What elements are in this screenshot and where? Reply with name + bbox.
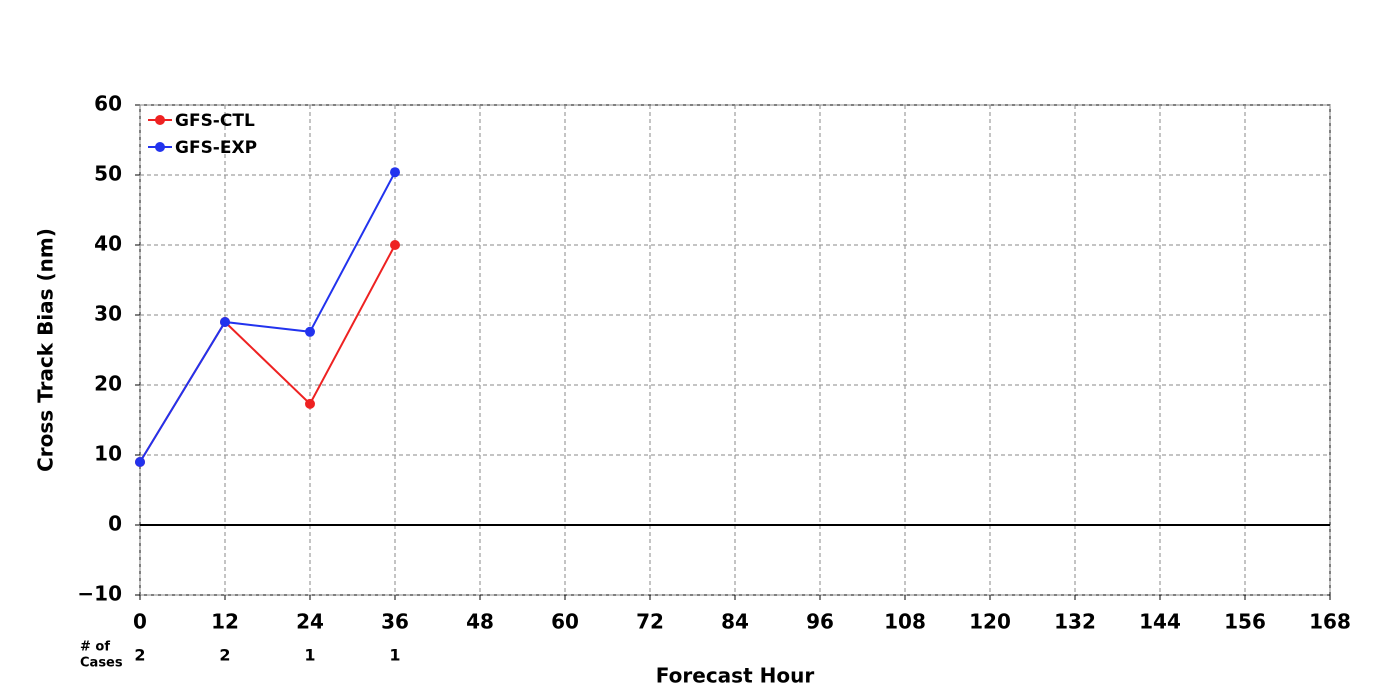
y-tick-label: 40 [94,232,122,256]
y-tick-label: 50 [94,162,122,186]
series-point [390,167,400,178]
y-tick-label: 60 [94,92,122,116]
x-tick-label: 144 [1139,610,1181,634]
case-count: 1 [389,646,400,665]
x-tick-label: 168 [1309,610,1351,634]
series-point [135,457,145,467]
x-tick-label: 108 [884,610,926,634]
x-tick-label: 12 [211,610,239,634]
x-tick-label: 0 [133,610,147,634]
series-point [220,317,230,327]
legend-marker [155,142,165,152]
y-axis-label: Cross Track Bias (nm) [34,228,58,472]
x-tick-label: 48 [466,610,494,634]
y-tick-label: 30 [94,302,122,326]
legend-marker [155,115,165,125]
x-tick-label: 60 [551,610,579,634]
case-count: 2 [219,646,230,665]
x-tick-label: 84 [721,610,749,634]
x-tick-label: 72 [636,610,664,634]
x-tick-label: 24 [296,610,324,634]
case-count: 1 [304,646,315,665]
cases-label: Cases [80,656,123,671]
y-tick-label: 0 [108,512,122,536]
series-line [139,171,396,463]
legend-label: GFS-CTL [175,111,255,131]
legend-label: GFS-EXP [175,138,257,158]
x-tick-label: 156 [1224,610,1266,634]
cases-label: # of [80,640,110,655]
x-tick-label: 36 [381,610,409,634]
x-tick-label: 96 [806,610,834,634]
y-tick-label: −10 [77,582,122,606]
series-point [390,240,400,250]
case-count: 2 [134,646,145,665]
y-tick-label: 20 [94,372,122,396]
x-axis-label: Forecast Hour [656,664,815,688]
x-tick-label: 132 [1054,610,1096,634]
series-point [305,326,315,337]
series-point [305,398,315,409]
x-tick-label: 120 [969,610,1011,634]
y-tick-label: 10 [94,442,122,466]
